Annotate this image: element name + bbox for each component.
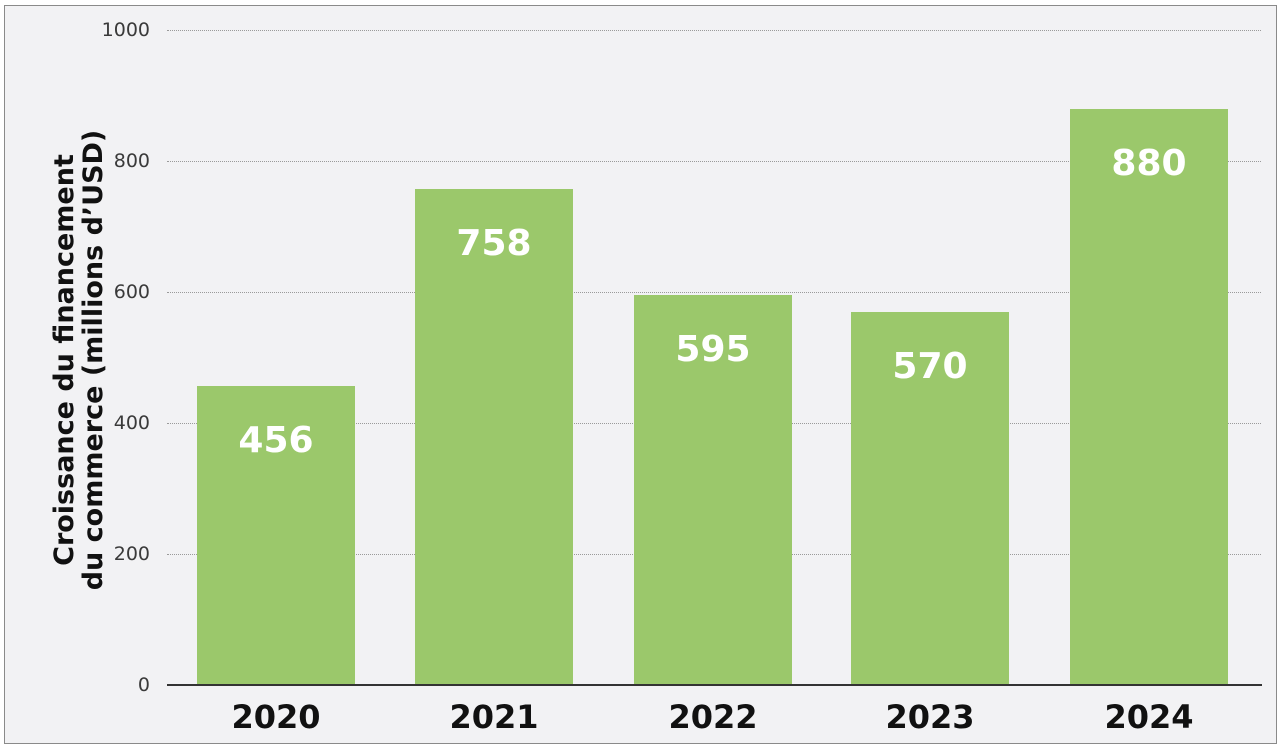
y-tick-label: 1000 <box>101 19 150 41</box>
bar-2021: 758 <box>415 188 573 685</box>
gridline <box>167 161 1261 162</box>
bar-value-label: 570 <box>892 345 968 387</box>
x-tick-label: 2022 <box>668 698 758 736</box>
x-tick-label: 2023 <box>885 698 975 736</box>
x-tick-label: 2021 <box>449 698 539 736</box>
x-tick-label: 2020 <box>231 698 321 736</box>
bar-2024: 880 <box>1070 108 1228 685</box>
gridline <box>167 30 1261 31</box>
bar-value-label: 880 <box>1111 142 1187 184</box>
bar-2023: 570 <box>851 311 1009 685</box>
bar-value-label: 456 <box>238 420 314 462</box>
y-tick-label: 200 <box>113 543 150 565</box>
x-axis-line <box>167 684 1262 686</box>
x-tick-label: 2024 <box>1104 698 1194 736</box>
y-tick-label: 600 <box>113 281 150 303</box>
bar-value-label: 758 <box>456 222 532 264</box>
gridline <box>167 292 1261 293</box>
bar-value-label: 595 <box>675 329 751 371</box>
y-tick-label: 800 <box>113 150 150 172</box>
y-tick-label: 400 <box>113 412 150 434</box>
bar-2020: 456 <box>197 386 355 685</box>
y-tick-label: 0 <box>137 674 150 696</box>
y-axis-title-line-1: Croissance du financement <box>49 154 80 566</box>
bar-2022: 595 <box>634 295 792 685</box>
y-axis-title-line-2: du commerce (millions d’USD) <box>78 129 109 591</box>
